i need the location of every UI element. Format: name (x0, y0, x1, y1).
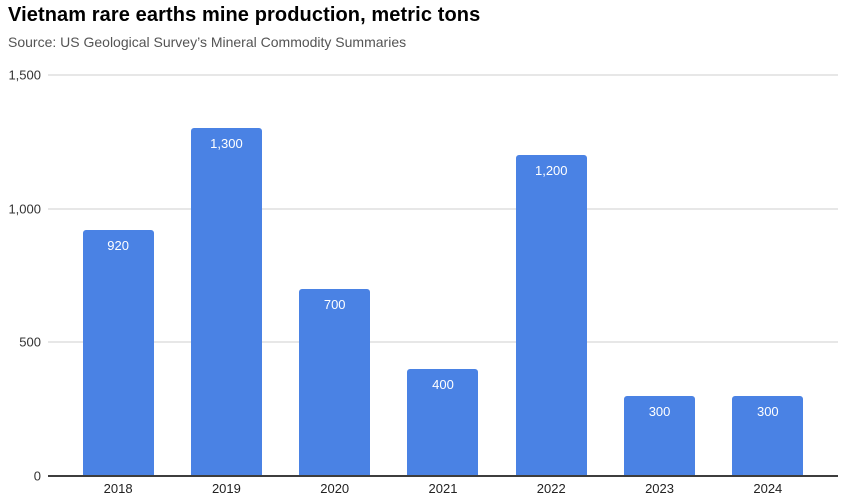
x-axis: 2018 2019 2020 2021 2022 2023 2024 (48, 481, 838, 496)
bar-column-2024: 300 (714, 75, 822, 476)
bar-column-2023: 300 (605, 75, 713, 476)
bar-value-label-2024: 300 (756, 403, 779, 419)
bar-value-label-2019: 1,300 (210, 136, 243, 152)
x-axis-baseline (48, 475, 838, 477)
bar-2018[interactable]: 920 (82, 230, 154, 476)
chart-source: Source: US Geological Survey’s Mineral C… (8, 34, 407, 50)
x-tick-label-2021: 2021 (428, 481, 458, 496)
x-tick-label-2024: 2024 (753, 481, 783, 496)
bar-value-label-2018: 920 (107, 238, 129, 254)
y-tick-label-1500: 1,500 (8, 67, 41, 83)
y-tick-label-0: 0 (33, 468, 41, 484)
y-axis: 0 500 1,000 1,500 (0, 68, 41, 484)
x-tick-label-2022: 2022 (536, 481, 566, 496)
x-tick-label-2020: 2020 (320, 481, 350, 496)
x-tick-label-2018: 2018 (103, 481, 133, 496)
x-tick-label-2019: 2019 (211, 481, 241, 496)
gridline-1500 (48, 74, 838, 76)
bar-column-2022: 1,200 (497, 75, 605, 476)
bar-column-2020: 700 (281, 75, 389, 476)
bar-value-label-2020: 700 (323, 296, 346, 312)
y-tick-label-1000: 1,000 (8, 201, 41, 217)
bar-value-label-2023: 300 (648, 403, 671, 419)
bar-2020[interactable]: 700 (299, 288, 371, 476)
gridline-1000 (48, 207, 838, 210)
x-tick-label-2023: 2023 (645, 481, 674, 496)
bar-2023[interactable]: 300 (624, 395, 696, 476)
bar-column-2021: 400 (389, 75, 497, 476)
bar-column-2018: 920 (64, 75, 172, 476)
bar-value-label-2022: 1,200 (534, 163, 568, 179)
bar-2022[interactable]: 1,200 (515, 155, 587, 476)
chart-title: Vietnam rare earths mine production, met… (8, 4, 481, 26)
bar-column-2019: 1,300 (172, 75, 280, 476)
gridline-500 (48, 341, 838, 344)
plot-area: 920 1,300 700 400 1,200 300 300 (48, 74, 838, 477)
bar-2024[interactable]: 300 (732, 395, 804, 476)
bar-2019[interactable]: 1,300 (190, 128, 262, 476)
y-tick-label-500: 500 (19, 334, 41, 350)
bars-layer: 920 1,300 700 400 1,200 300 300 (48, 75, 838, 476)
bar-2021[interactable]: 400 (407, 369, 479, 476)
bar-value-label-2021: 400 (432, 377, 454, 393)
